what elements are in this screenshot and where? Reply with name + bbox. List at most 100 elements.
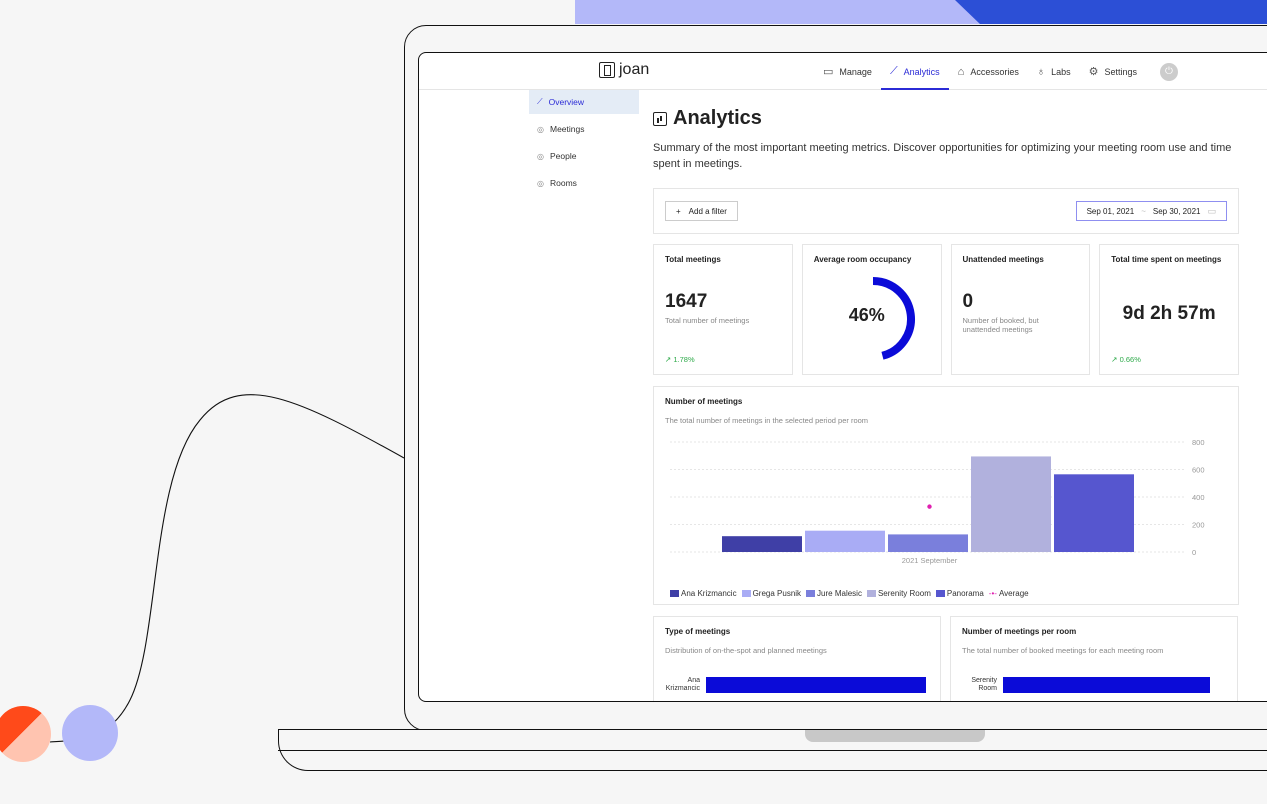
sidebar-item-overview[interactable]: ⟋ Overview bbox=[529, 90, 639, 114]
nav-accessories[interactable]: ⌂ Accessories bbox=[949, 53, 1028, 90]
bottom-charts-row: Type of meetings Distribution of on-the-… bbox=[653, 616, 1239, 701]
y-tick-label: 200 bbox=[1192, 521, 1205, 530]
hbar-row: Serenity Room bbox=[962, 677, 1210, 693]
y-tick-label: 0 bbox=[1192, 548, 1196, 557]
legend-swatch bbox=[935, 590, 945, 597]
legend-item[interactable]: Grega Pusnik bbox=[741, 589, 802, 598]
sidebar: ⟋ Overview ◎ Meetings ◎ People ◎ Rooms bbox=[529, 90, 639, 198]
stat-trend: ↗ 1.78% bbox=[665, 355, 695, 364]
nav-analytics[interactable]: ⟋ Analytics bbox=[880, 53, 949, 90]
add-filter-button[interactable]: + Add a filter bbox=[665, 201, 738, 221]
basket-icon: ⌂ bbox=[957, 65, 965, 78]
stat-label: Average room occupancy bbox=[813, 255, 912, 264]
legend-label: Panorama bbox=[946, 589, 984, 598]
stat-occupancy: Average room occupancy 46% bbox=[801, 244, 942, 375]
logo-icon bbox=[599, 62, 615, 78]
stat-value: 1647 bbox=[665, 291, 708, 312]
legend-item[interactable]: Serenity Room bbox=[866, 589, 931, 598]
gear-icon: ⚙ bbox=[1088, 66, 1099, 78]
sidebar-item-rooms[interactable]: ◎ Rooms bbox=[529, 171, 639, 195]
legend-label: Jure Malesic bbox=[817, 589, 862, 598]
bar[interactable] bbox=[888, 534, 968, 552]
stat-time-spent: Total time spent on meetings 9d 2h 57m ↗… bbox=[1099, 244, 1239, 375]
stat-desc: Number of booked, but unattended meeting… bbox=[962, 316, 1039, 334]
bar[interactable] bbox=[971, 456, 1051, 552]
page-title-text: Analytics bbox=[673, 107, 762, 129]
card-subtitle: Distribution of on-the-spot and planned … bbox=[665, 646, 827, 655]
laptop-base-edge bbox=[278, 750, 1267, 751]
date-from: Sep 01, 2021 bbox=[1086, 206, 1135, 216]
bulb-icon: ♁ bbox=[1036, 65, 1046, 78]
sidebar-item-people[interactable]: ◎ People bbox=[529, 144, 639, 168]
meetings-bar-chart: 0 200 400 600 800 2021 September bbox=[670, 438, 1205, 565]
stat-value: 9d 2h 57m bbox=[1122, 303, 1216, 324]
legend-label: Average bbox=[998, 589, 1029, 598]
cable-line bbox=[49, 394, 405, 743]
stat-label: Total meetings bbox=[665, 255, 721, 264]
page-title: Analytics bbox=[653, 107, 1239, 130]
bar[interactable] bbox=[1054, 474, 1134, 552]
nav-manage[interactable]: ▭ Manage bbox=[814, 53, 881, 90]
sidebar-item-label: Rooms bbox=[549, 178, 577, 188]
hbar-label: Ana Krizmancic bbox=[665, 677, 700, 692]
app-screen: joan ▭ Manage ⟋ Analytics ⌂ Accessories … bbox=[418, 52, 1267, 702]
stat-value: 0 bbox=[962, 291, 974, 312]
nav-label: Labs bbox=[1051, 66, 1071, 77]
nav-menu: ▭ Manage ⟋ Analytics ⌂ Accessories ♁ Lab… bbox=[814, 53, 1179, 90]
legend-item[interactable]: Panorama bbox=[935, 589, 984, 598]
date-range-picker[interactable]: Sep 01, 2021 ~ Sep 30, 2021 ▭ bbox=[1075, 201, 1227, 221]
logo-text: joan bbox=[619, 61, 650, 78]
nav-settings[interactable]: ⚙ Settings bbox=[1080, 53, 1146, 90]
hbar bbox=[706, 677, 926, 693]
joan-logo[interactable]: joan bbox=[599, 61, 649, 79]
y-tick-label: 800 bbox=[1192, 438, 1205, 447]
bar-chart-icon bbox=[653, 111, 667, 126]
calendar-icon: ▭ bbox=[823, 66, 834, 78]
plus-icon: + bbox=[676, 206, 681, 216]
average-point[interactable] bbox=[927, 504, 932, 509]
legend-item-average[interactable]: -•- Average bbox=[989, 589, 1029, 598]
nav-labs[interactable]: ♁ Labs bbox=[1028, 53, 1080, 90]
bar[interactable] bbox=[805, 530, 885, 552]
chart-subtitle: The total number of meetings in the sele… bbox=[665, 416, 869, 425]
stat-label: Unattended meetings bbox=[962, 255, 1044, 264]
shield-icon: ◎ bbox=[537, 178, 544, 188]
chart-title: Number of meetings bbox=[665, 397, 743, 406]
power-icon[interactable]: ⏻ bbox=[1160, 62, 1179, 81]
gauge-arc bbox=[872, 277, 915, 360]
legend-item[interactable]: Jure Malesic bbox=[806, 589, 862, 598]
occupancy-gauge bbox=[872, 277, 915, 360]
laptop-notch bbox=[805, 730, 985, 742]
card-title: Number of meetings per room bbox=[962, 627, 1077, 636]
hbar bbox=[1003, 677, 1210, 693]
shield-icon: ◎ bbox=[537, 124, 544, 134]
x-tick-label: 2021 September bbox=[902, 556, 958, 565]
card-title: Type of meetings bbox=[665, 627, 731, 636]
stat-desc: Total number of meetings bbox=[665, 316, 750, 325]
stats-row: Total meetings 1647 Total number of meet… bbox=[653, 244, 1239, 375]
sidebar-item-meetings[interactable]: ◎ Meetings bbox=[529, 117, 639, 141]
legend-item[interactable]: Ana Krizmancic bbox=[670, 589, 737, 598]
nav-label: Accessories bbox=[970, 66, 1019, 77]
hbar-label: Serenity Room bbox=[971, 677, 997, 692]
hbar-row: Ana Krizmancic bbox=[665, 677, 926, 693]
legend-swatch bbox=[670, 590, 679, 597]
add-filter-label: Add a filter bbox=[688, 206, 727, 216]
legend-label: Grega Pusnik bbox=[752, 589, 802, 598]
gauge-value: 46% bbox=[848, 305, 885, 325]
stat-label: Total time spent on meetings bbox=[1111, 255, 1222, 264]
stat-unattended: Unattended meetings 0 Number of booked, … bbox=[950, 244, 1091, 375]
y-tick-label: 400 bbox=[1192, 493, 1205, 502]
y-tick-label: 600 bbox=[1192, 466, 1205, 475]
nav-label: Analytics bbox=[903, 66, 940, 77]
legend-label: Ana Krizmancic bbox=[681, 589, 737, 598]
chart-line-icon: ⟋ bbox=[889, 65, 898, 77]
bar[interactable] bbox=[722, 536, 802, 552]
decorative-circle-orange bbox=[0, 706, 51, 762]
date-to: Sep 30, 2021 bbox=[1152, 206, 1201, 216]
main-content: Analytics Summary of the most important … bbox=[653, 90, 1239, 701]
page-subtitle: Summary of the most important meeting me… bbox=[653, 142, 1232, 170]
chart-legend: Ana Krizmancic Grega Pusnik Jure Malesic Se… bbox=[670, 589, 1029, 598]
decorative-banner-dark bbox=[955, 0, 1267, 24]
legend-swatch bbox=[806, 590, 816, 597]
